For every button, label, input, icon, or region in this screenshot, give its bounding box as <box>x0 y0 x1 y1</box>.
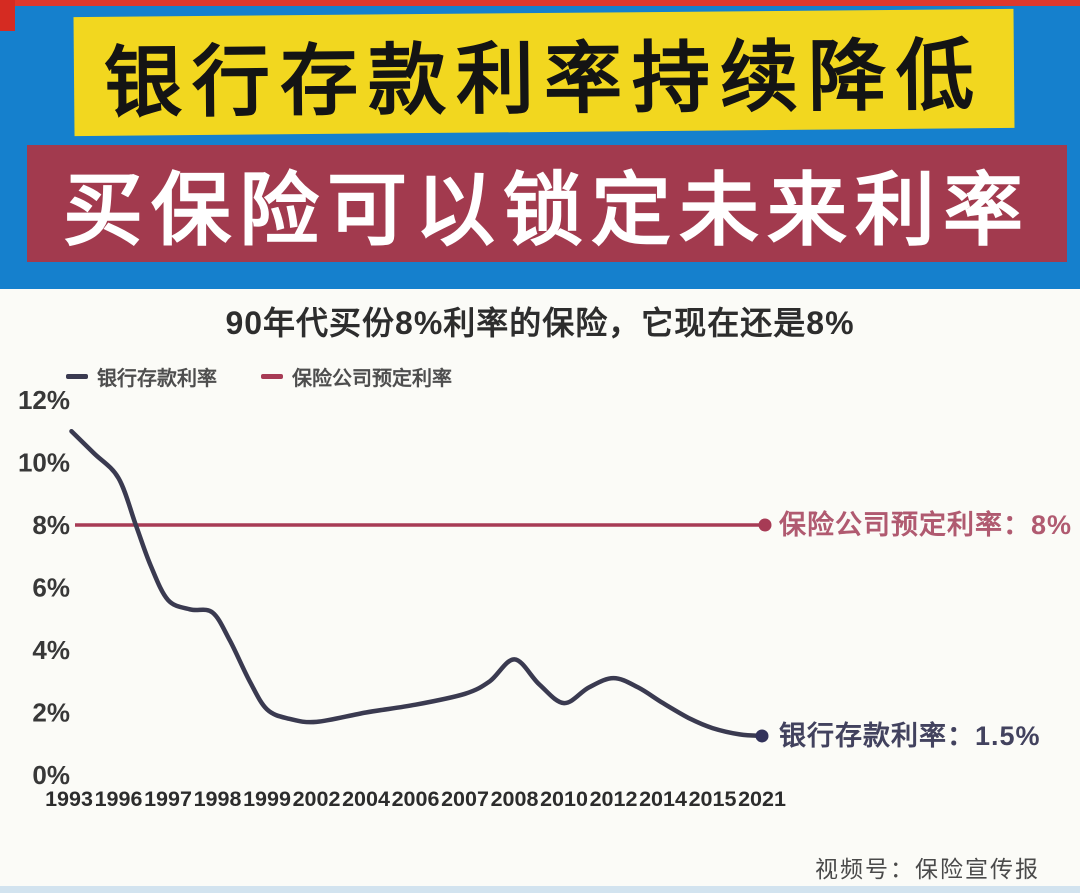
x-axis-tick-label: 1996 <box>95 787 143 811</box>
y-axis-tick-label: 12% <box>18 385 70 415</box>
header-banner-area: 银行存款利率持续降低 买保险可以锁定未来利率 <box>0 0 1080 289</box>
y-axis-tick-label: 8% <box>32 510 70 540</box>
x-axis-tick-label: 2007 <box>441 787 489 811</box>
x-axis-tick-label: 1998 <box>194 787 242 811</box>
y-axis-tick-label: 0% <box>32 760 70 790</box>
legend-label: 保险公司预定利率 <box>292 368 452 390</box>
headline-text-2: 买保险可以锁定未来利率 <box>63 165 1031 255</box>
bottom-blue-strip <box>0 886 1080 893</box>
x-axis-tick-label: 2014 <box>639 787 687 811</box>
x-axis-tick-label: 2021 <box>738 787 786 811</box>
legend-item-insurance-rate: 保险公司预定利率 <box>261 362 452 391</box>
x-axis-tick-label: 1997 <box>144 787 192 811</box>
x-axis-tick-label: 2004 <box>342 787 390 811</box>
top-red-strip <box>0 0 1080 6</box>
legend-label: 银行存款利率 <box>97 368 217 390</box>
y-axis-tick-label: 10% <box>18 448 70 478</box>
legend-item-bank-rate: 银行存款利率 <box>66 362 217 391</box>
chart-legend: 银行存款利率 保险公司预定利率 <box>66 362 452 391</box>
x-axis-tick-label: 2008 <box>491 787 539 811</box>
insurance-rate-endpoint-dot <box>758 518 772 532</box>
legend-dash-icon <box>66 374 88 379</box>
x-axis-tick-label: 1999 <box>243 787 291 811</box>
corner-red-block <box>0 0 15 31</box>
x-axis-tick-label: 2012 <box>590 787 638 811</box>
x-axis-tick-label: 2015 <box>689 787 737 811</box>
x-axis-tick-label: 2002 <box>293 787 341 811</box>
legend-dash-icon <box>261 374 283 379</box>
insurance-rate-annotation: 保险公司预定利率：8% <box>778 509 1072 540</box>
bank-rate-annotation: 银行存款利率：1.5% <box>779 720 1041 751</box>
y-axis-tick-label: 2% <box>32 698 70 728</box>
headline-banner-red: 买保险可以锁定未来利率 <box>27 145 1067 262</box>
bank-rate-endpoint-dot <box>755 729 769 743</box>
y-axis-tick-label: 4% <box>32 635 70 665</box>
x-axis-tick-label: 2010 <box>540 787 588 811</box>
chart-title: 90年代买份8%利率的保险，它现在还是8% <box>225 305 855 341</box>
y-axis-tick-label: 6% <box>32 573 70 603</box>
x-axis-tick-label: 2006 <box>392 787 440 811</box>
footer-watermark: 视频号：保险宣传报 <box>815 856 1040 882</box>
x-axis-tick-label: 1993 <box>45 787 93 811</box>
bank-rate-curve <box>69 429 765 739</box>
